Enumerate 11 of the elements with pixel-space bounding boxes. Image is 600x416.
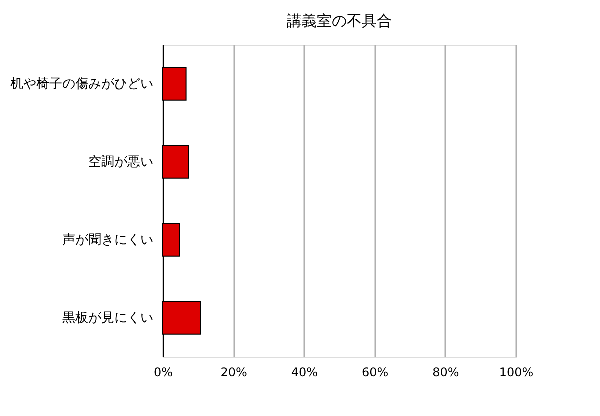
y-tick-label: 空調が悪い — [88, 155, 154, 170]
y-tick-label: 黒板が見にくい — [62, 311, 154, 326]
y-tick-label: 声が聞きにくい — [62, 233, 154, 248]
x-tick-label: 100% — [499, 366, 534, 380]
x-tick-label: 20% — [220, 366, 248, 380]
chart-title: 講義室の不具合 — [287, 12, 392, 30]
x-tick-label: 60% — [362, 366, 389, 380]
x-tick-label: 80% — [432, 366, 460, 380]
x-tick-label: 40% — [291, 366, 318, 380]
x-tick-label: 0% — [154, 366, 174, 380]
y-tick-label: 机や椅子の傷みがひどい — [10, 77, 154, 92]
